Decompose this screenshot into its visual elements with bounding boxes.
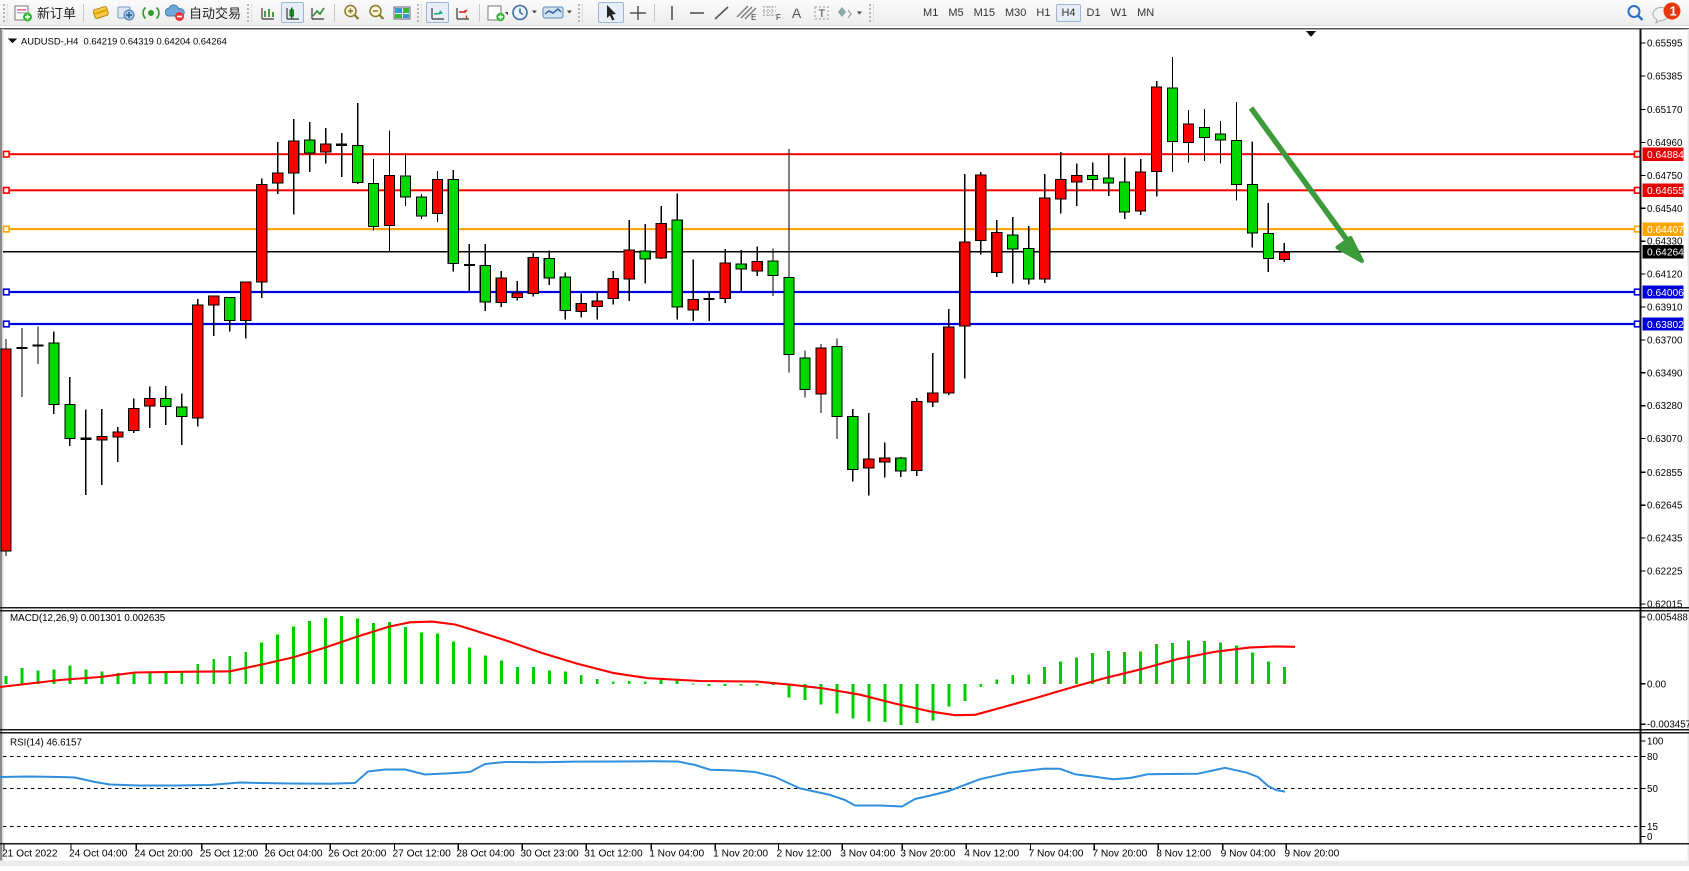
svg-text:0.64006: 0.64006 [1647,288,1684,299]
svg-text:0.62855: 0.62855 [1647,468,1683,479]
svg-text:E: E [751,13,756,22]
svg-text:50: 50 [1647,784,1658,795]
svg-text:3 Nov 04:00: 3 Nov 04:00 [840,849,895,860]
svg-text:0.62435: 0.62435 [1647,534,1683,545]
svg-text:0.64264: 0.64264 [1647,247,1684,258]
svg-text:T: T [818,8,825,20]
svg-text:-0.003457: -0.003457 [1647,720,1689,731]
svg-text:0.64750: 0.64750 [1647,171,1683,182]
svg-text:28 Oct 04:00: 28 Oct 04:00 [456,849,515,860]
svg-text:0.64407: 0.64407 [1647,225,1684,236]
svg-text:7 Nov 04:00: 7 Nov 04:00 [1029,849,1084,860]
svg-text:0.64960: 0.64960 [1647,138,1683,149]
svg-text:3 Nov 20:00: 3 Nov 20:00 [900,849,955,860]
svg-text:25 Oct 12:00: 25 Oct 12:00 [200,849,259,860]
svg-text:9 Nov 04:00: 9 Nov 04:00 [1221,849,1276,860]
svg-text:0.63802: 0.63802 [1647,320,1684,331]
svg-text:0.00: 0.00 [1647,679,1667,690]
svg-text:0.64540: 0.64540 [1647,204,1683,215]
svg-text:2 Nov 12:00: 2 Nov 12:00 [777,849,832,860]
svg-text:0.65170: 0.65170 [1647,105,1683,116]
svg-text:0.64330: 0.64330 [1647,237,1683,248]
svg-text:9 Nov 20:00: 9 Nov 20:00 [1284,849,1339,860]
svg-text:0.64655: 0.64655 [1647,186,1684,197]
svg-text:1 Nov 04:00: 1 Nov 04:00 [649,849,704,860]
svg-text:1: 1 [1670,3,1677,18]
svg-text:0.63910: 0.63910 [1647,303,1683,314]
svg-text:0.62225: 0.62225 [1647,567,1683,578]
svg-text:8 Nov 12:00: 8 Nov 12:00 [1156,849,1211,860]
svg-text:0.63700: 0.63700 [1647,335,1683,346]
svg-text:21 Oct 2022: 21 Oct 2022 [2,849,58,860]
svg-text:0.65595: 0.65595 [1647,39,1683,50]
svg-text:31 Oct 12:00: 31 Oct 12:00 [584,849,643,860]
svg-text:MACD(12,26,9) 0.001301 0.00263: MACD(12,26,9) 0.001301 0.002635 [10,613,166,624]
svg-text:0.62015: 0.62015 [1647,599,1683,610]
svg-text:0.62645: 0.62645 [1647,501,1683,512]
svg-text:27 Oct 12:00: 27 Oct 12:00 [393,849,452,860]
svg-text:0.63280: 0.63280 [1647,401,1683,412]
svg-text:7 Nov 20:00: 7 Nov 20:00 [1092,849,1147,860]
svg-text:0.005488: 0.005488 [1647,613,1688,624]
svg-text:80: 80 [1647,752,1658,763]
svg-text:15: 15 [1647,822,1658,833]
svg-text:0.64120: 0.64120 [1647,270,1683,281]
svg-text:24 Oct 20:00: 24 Oct 20:00 [134,849,193,860]
svg-text:0.65385: 0.65385 [1647,71,1683,82]
svg-text:30 Oct 23:00: 30 Oct 23:00 [520,849,579,860]
svg-text:F: F [776,13,781,22]
svg-text:0.63070: 0.63070 [1647,434,1683,445]
svg-text:100: 100 [1647,737,1664,748]
svg-text:0.64884: 0.64884 [1647,150,1684,161]
svg-text:26 Oct 20:00: 26 Oct 20:00 [328,849,387,860]
svg-text:RSI(14) 46.6157: RSI(14) 46.6157 [10,738,82,749]
svg-text:AUDUSD-,H4 0.64219 0.64319 0.: AUDUSD-,H4 0.64219 0.64319 0.64204 0.642… [21,36,227,47]
svg-text:0: 0 [1647,832,1653,843]
svg-text:4 Nov 12:00: 4 Nov 12:00 [964,849,1019,860]
svg-text:24 Oct 04:00: 24 Oct 04:00 [69,849,128,860]
svg-text:1 Nov 20:00: 1 Nov 20:00 [713,849,768,860]
svg-text:26 Oct 04:00: 26 Oct 04:00 [264,849,323,860]
svg-text:0.63490: 0.63490 [1647,368,1683,379]
